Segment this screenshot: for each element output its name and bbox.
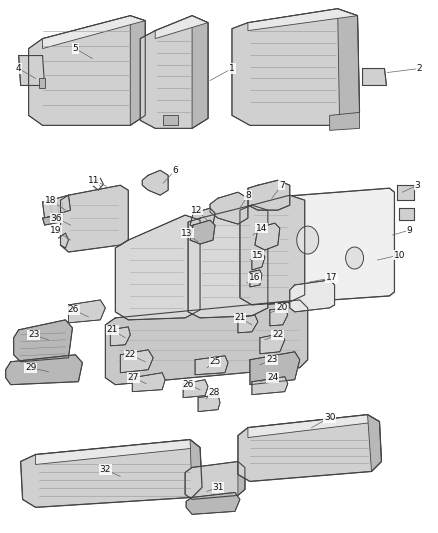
Text: 14: 14	[256, 224, 268, 232]
Text: 29: 29	[25, 363, 36, 372]
Polygon shape	[338, 9, 360, 125]
Polygon shape	[163, 116, 178, 125]
Text: 28: 28	[208, 388, 220, 397]
Text: 31: 31	[212, 483, 224, 492]
Polygon shape	[35, 440, 200, 464]
Text: 19: 19	[50, 225, 61, 235]
Polygon shape	[190, 208, 215, 230]
Text: 10: 10	[394, 251, 405, 260]
Text: 24: 24	[267, 373, 279, 382]
Polygon shape	[28, 15, 145, 125]
Text: 23: 23	[28, 330, 39, 340]
Ellipse shape	[346, 247, 364, 269]
Text: 2: 2	[417, 64, 422, 73]
Text: 1: 1	[229, 64, 235, 73]
Polygon shape	[190, 220, 215, 244]
Ellipse shape	[297, 226, 319, 254]
Text: 15: 15	[252, 251, 264, 260]
Text: 22: 22	[125, 350, 136, 359]
Polygon shape	[255, 188, 395, 305]
Polygon shape	[330, 112, 360, 131]
Text: 12: 12	[191, 206, 203, 215]
Text: 26: 26	[182, 380, 194, 389]
Polygon shape	[185, 462, 245, 499]
Polygon shape	[6, 355, 82, 385]
Polygon shape	[210, 192, 248, 224]
Polygon shape	[248, 180, 290, 210]
Polygon shape	[238, 415, 381, 481]
Polygon shape	[183, 379, 208, 398]
Text: 5: 5	[73, 44, 78, 53]
Text: 4: 4	[16, 64, 21, 73]
Polygon shape	[115, 215, 200, 320]
Text: 17: 17	[326, 273, 337, 282]
Polygon shape	[232, 9, 360, 125]
Polygon shape	[195, 356, 228, 375]
Polygon shape	[142, 170, 168, 195]
Polygon shape	[110, 327, 130, 346]
Polygon shape	[190, 440, 202, 497]
Polygon shape	[21, 440, 202, 507]
Text: 13: 13	[181, 229, 193, 238]
Text: 21: 21	[106, 325, 118, 334]
Polygon shape	[68, 300, 106, 323]
Text: 27: 27	[127, 373, 139, 382]
Polygon shape	[19, 55, 45, 85]
Polygon shape	[186, 492, 240, 514]
Text: 7: 7	[279, 181, 285, 190]
Polygon shape	[192, 15, 208, 128]
Polygon shape	[250, 270, 262, 287]
Polygon shape	[238, 315, 258, 333]
Text: 18: 18	[45, 196, 57, 205]
Polygon shape	[367, 415, 381, 472]
Polygon shape	[240, 195, 305, 305]
Polygon shape	[106, 300, 308, 385]
Text: 23: 23	[266, 356, 278, 364]
Polygon shape	[248, 9, 357, 30]
Text: 8: 8	[245, 191, 251, 200]
Text: 11: 11	[88, 176, 99, 185]
Text: 26: 26	[68, 305, 79, 314]
Polygon shape	[155, 15, 208, 38]
Polygon shape	[60, 185, 128, 252]
Polygon shape	[399, 208, 414, 220]
Polygon shape	[250, 352, 300, 385]
Polygon shape	[39, 78, 45, 88]
Text: 21: 21	[234, 313, 246, 322]
Text: 9: 9	[406, 225, 412, 235]
Polygon shape	[248, 415, 379, 438]
Polygon shape	[238, 462, 245, 495]
Polygon shape	[14, 320, 72, 362]
Text: 36: 36	[51, 214, 62, 223]
Polygon shape	[397, 185, 414, 200]
Polygon shape	[42, 195, 71, 218]
Polygon shape	[363, 69, 386, 85]
Polygon shape	[252, 252, 265, 270]
Polygon shape	[130, 15, 145, 125]
Polygon shape	[290, 280, 335, 312]
Text: 22: 22	[272, 330, 283, 340]
Polygon shape	[198, 394, 220, 411]
Text: 25: 25	[209, 357, 221, 366]
Polygon shape	[270, 308, 288, 326]
Polygon shape	[120, 350, 153, 373]
Text: 32: 32	[100, 465, 111, 474]
Polygon shape	[42, 215, 60, 225]
Text: 20: 20	[276, 303, 287, 312]
Text: 16: 16	[249, 273, 261, 282]
Text: 3: 3	[414, 181, 420, 190]
Text: 30: 30	[324, 413, 336, 422]
Polygon shape	[188, 205, 268, 318]
Polygon shape	[252, 377, 288, 394]
Polygon shape	[140, 15, 208, 128]
Text: 6: 6	[172, 166, 178, 175]
Polygon shape	[260, 334, 285, 354]
Polygon shape	[255, 223, 280, 250]
Polygon shape	[42, 15, 145, 49]
Polygon shape	[132, 373, 165, 392]
